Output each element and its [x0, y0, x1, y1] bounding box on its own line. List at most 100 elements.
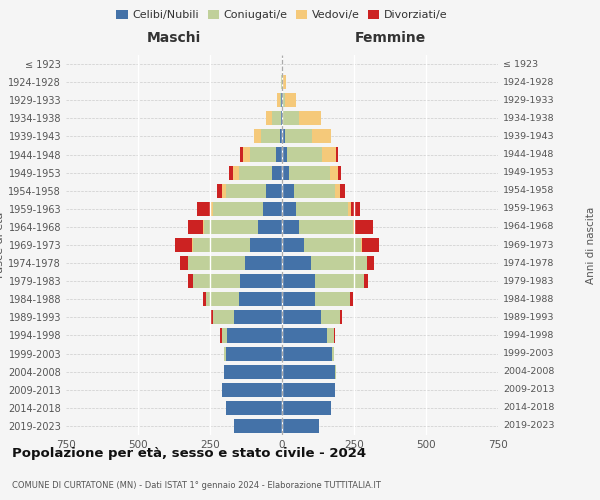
- Bar: [299, 220, 353, 234]
- Text: 1959-1963: 1959-1963: [503, 204, 554, 214]
- Text: Maschi: Maschi: [147, 32, 201, 46]
- Bar: [350, 292, 353, 306]
- Bar: [329, 166, 338, 179]
- Bar: [243, 148, 250, 162]
- Bar: [361, 238, 362, 252]
- Bar: [226, 346, 282, 360]
- Bar: [266, 184, 282, 198]
- Bar: [280, 130, 282, 143]
- Bar: [217, 184, 221, 198]
- Bar: [277, 93, 280, 108]
- Bar: [221, 328, 227, 342]
- Bar: [351, 202, 360, 216]
- Bar: [311, 256, 367, 270]
- Bar: [299, 112, 321, 126]
- Bar: [322, 148, 336, 162]
- Bar: [282, 256, 311, 270]
- Text: 1954-1958: 1954-1958: [503, 186, 554, 195]
- Bar: [364, 274, 368, 288]
- Bar: [282, 112, 283, 126]
- Bar: [282, 419, 319, 433]
- Bar: [335, 184, 340, 198]
- Bar: [227, 328, 282, 342]
- Text: 1979-1983: 1979-1983: [503, 276, 554, 285]
- Bar: [213, 310, 235, 324]
- Bar: [206, 292, 239, 306]
- Bar: [354, 220, 373, 234]
- Bar: [282, 220, 299, 234]
- Bar: [286, 93, 296, 108]
- Text: Popolazione per età, sesso e stato civile - 2024: Popolazione per età, sesso e stato civil…: [12, 448, 366, 460]
- Text: 1989-1993: 1989-1993: [503, 313, 554, 322]
- Bar: [338, 166, 341, 179]
- Bar: [282, 274, 315, 288]
- Bar: [272, 166, 282, 179]
- Bar: [282, 382, 335, 397]
- Bar: [282, 346, 332, 360]
- Bar: [336, 148, 338, 162]
- Text: 1974-1978: 1974-1978: [503, 258, 554, 268]
- Bar: [321, 310, 340, 324]
- Text: ≤ 1923: ≤ 1923: [503, 60, 538, 68]
- Bar: [281, 112, 282, 126]
- Bar: [367, 256, 374, 270]
- Bar: [276, 148, 282, 162]
- Bar: [296, 202, 348, 216]
- Text: 1969-1973: 1969-1973: [503, 240, 554, 250]
- Bar: [283, 93, 286, 108]
- Bar: [289, 166, 329, 179]
- Bar: [332, 346, 334, 360]
- Bar: [315, 274, 364, 288]
- Bar: [283, 112, 299, 126]
- Bar: [315, 292, 350, 306]
- Bar: [239, 166, 272, 179]
- Bar: [226, 401, 282, 415]
- Bar: [245, 256, 282, 270]
- Text: 2004-2008: 2004-2008: [503, 367, 554, 376]
- Bar: [257, 220, 282, 234]
- Bar: [188, 274, 193, 288]
- Bar: [283, 75, 286, 89]
- Bar: [250, 148, 276, 162]
- Text: 1934-1938: 1934-1938: [503, 114, 554, 123]
- Bar: [233, 166, 239, 179]
- Bar: [188, 220, 203, 234]
- Bar: [287, 148, 322, 162]
- Bar: [235, 310, 282, 324]
- Bar: [304, 238, 361, 252]
- Text: 1949-1953: 1949-1953: [503, 168, 554, 177]
- Bar: [221, 382, 282, 397]
- Bar: [272, 112, 281, 126]
- Bar: [240, 148, 243, 162]
- Legend: Celibi/Nubili, Coniugati/e, Vedovi/e, Divorziati/e: Celibi/Nubili, Coniugati/e, Vedovi/e, Di…: [112, 6, 452, 25]
- Bar: [240, 274, 282, 288]
- Bar: [221, 184, 226, 198]
- Bar: [193, 238, 250, 252]
- Bar: [282, 130, 285, 143]
- Y-axis label: Fasce di età: Fasce di età: [0, 212, 5, 278]
- Text: 1944-1948: 1944-1948: [503, 150, 554, 159]
- Bar: [204, 220, 257, 234]
- Text: Femmine: Femmine: [355, 32, 425, 46]
- Bar: [213, 202, 263, 216]
- Bar: [175, 238, 192, 252]
- Bar: [203, 220, 204, 234]
- Bar: [348, 202, 351, 216]
- Text: COMUNE DI CURTATONE (MN) - Dati ISTAT 1° gennaio 2024 - Elaborazione TUTTITALIA.: COMUNE DI CURTATONE (MN) - Dati ISTAT 1°…: [12, 480, 381, 490]
- Bar: [239, 292, 282, 306]
- Bar: [229, 166, 233, 179]
- Bar: [224, 364, 282, 378]
- Bar: [362, 238, 379, 252]
- Bar: [235, 419, 282, 433]
- Bar: [261, 130, 280, 143]
- Bar: [210, 202, 213, 216]
- Bar: [197, 202, 210, 216]
- Bar: [254, 130, 261, 143]
- Bar: [282, 166, 289, 179]
- Bar: [220, 328, 221, 342]
- Bar: [312, 130, 331, 143]
- Text: 2019-2023: 2019-2023: [503, 422, 554, 430]
- Bar: [282, 364, 335, 378]
- Bar: [334, 328, 335, 342]
- Bar: [282, 310, 321, 324]
